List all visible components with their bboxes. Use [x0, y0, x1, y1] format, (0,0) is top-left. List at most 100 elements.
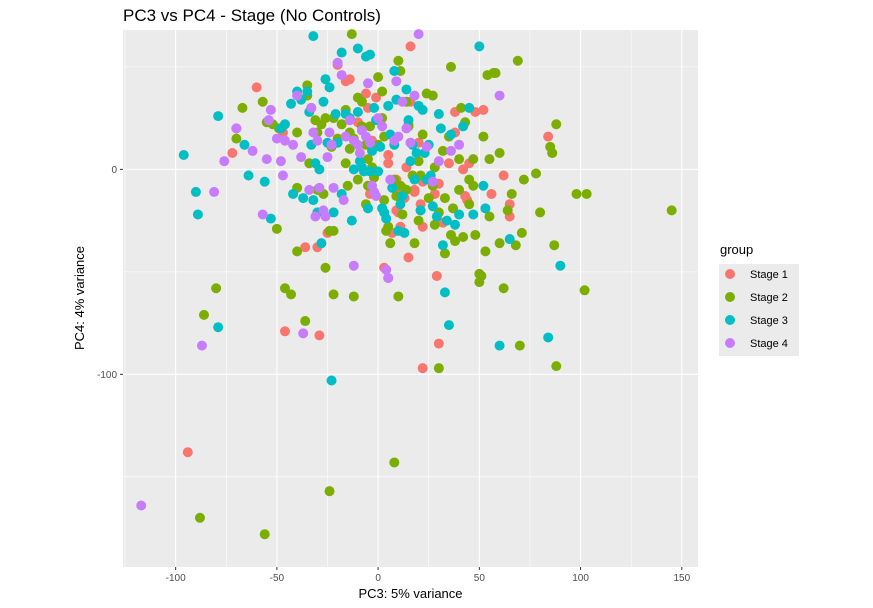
- data-point: [322, 152, 333, 163]
- data-point: [454, 139, 465, 150]
- data-point: [385, 174, 396, 185]
- y-axis-title: PC4: 4% variance: [72, 246, 87, 350]
- data-point: [344, 115, 355, 126]
- data-point: [389, 65, 400, 76]
- data-point: [555, 260, 566, 271]
- legend-key: [725, 338, 735, 348]
- data-point: [409, 186, 420, 197]
- data-point: [403, 252, 414, 263]
- data-point: [377, 121, 388, 132]
- data-point: [219, 156, 230, 167]
- data-point: [450, 236, 461, 247]
- data-points: [136, 29, 677, 540]
- data-point: [190, 186, 201, 197]
- data-point: [259, 529, 270, 540]
- data-point: [288, 188, 299, 199]
- data-point: [478, 180, 489, 191]
- data-point: [369, 102, 380, 113]
- data-point: [383, 221, 394, 232]
- data-point: [389, 457, 400, 468]
- data-point: [454, 209, 465, 220]
- data-point: [427, 201, 438, 212]
- data-point: [470, 229, 481, 240]
- data-point: [512, 55, 523, 66]
- data-point: [243, 170, 254, 181]
- x-tick-label: 100: [572, 573, 589, 584]
- data-point: [292, 246, 303, 257]
- data-point: [302, 86, 313, 97]
- data-point: [437, 145, 448, 156]
- data-point: [393, 55, 404, 66]
- data-point: [381, 213, 392, 224]
- data-point: [259, 176, 270, 187]
- data-point: [514, 340, 525, 351]
- data-point: [365, 137, 376, 148]
- data-point: [371, 191, 382, 202]
- data-point: [292, 90, 303, 101]
- data-point: [397, 209, 408, 220]
- data-point: [271, 223, 282, 234]
- data-point: [478, 104, 489, 115]
- legend-key: [725, 315, 735, 325]
- data-point: [237, 102, 248, 113]
- data-point: [352, 106, 363, 117]
- data-point: [549, 240, 560, 251]
- data-point: [445, 145, 456, 156]
- data-point: [409, 90, 420, 101]
- x-tick-label: 50: [474, 573, 486, 584]
- data-point: [441, 215, 452, 226]
- data-point: [360, 88, 371, 99]
- data-point: [298, 328, 309, 339]
- data-point: [480, 203, 491, 214]
- legend-label: Stage 1: [750, 269, 788, 281]
- data-point: [666, 205, 677, 216]
- data-point: [344, 74, 355, 85]
- data-point: [373, 72, 384, 83]
- data-point: [247, 145, 258, 156]
- data-point: [381, 264, 392, 275]
- data-point: [318, 96, 329, 107]
- data-point: [506, 188, 517, 199]
- y-axis: -100 0: [97, 165, 123, 381]
- x-tick-label: -50: [270, 573, 285, 584]
- data-point: [431, 211, 442, 222]
- data-point: [468, 209, 479, 220]
- data-point: [196, 340, 207, 351]
- data-point: [433, 109, 444, 120]
- legend-title: group: [720, 242, 753, 257]
- data-point: [336, 47, 347, 58]
- data-point: [310, 211, 321, 222]
- data-point: [320, 262, 331, 273]
- data-point: [356, 96, 367, 107]
- data-point: [328, 182, 339, 193]
- data-point: [484, 154, 495, 165]
- data-point: [551, 361, 562, 372]
- data-point: [371, 92, 382, 103]
- data-point: [551, 119, 562, 130]
- data-point: [458, 164, 469, 175]
- data-point: [326, 375, 337, 386]
- data-point: [198, 309, 209, 320]
- data-point: [433, 156, 444, 167]
- data-point: [417, 363, 428, 374]
- data-point: [316, 238, 327, 249]
- data-point: [510, 240, 521, 251]
- data-point: [413, 215, 424, 226]
- data-point: [405, 41, 416, 52]
- data-point: [409, 174, 420, 185]
- data-point: [348, 260, 359, 271]
- data-point: [320, 113, 331, 124]
- data-point: [328, 225, 339, 236]
- data-point: [261, 154, 272, 165]
- data-point: [340, 131, 351, 142]
- data-point: [456, 102, 467, 113]
- x-tick-label: 0: [375, 573, 381, 584]
- data-point: [579, 285, 590, 296]
- data-point: [211, 283, 222, 294]
- data-point: [367, 145, 378, 156]
- data-point: [288, 139, 299, 150]
- data-point: [365, 166, 376, 177]
- data-point: [531, 168, 542, 179]
- data-point: [458, 121, 469, 132]
